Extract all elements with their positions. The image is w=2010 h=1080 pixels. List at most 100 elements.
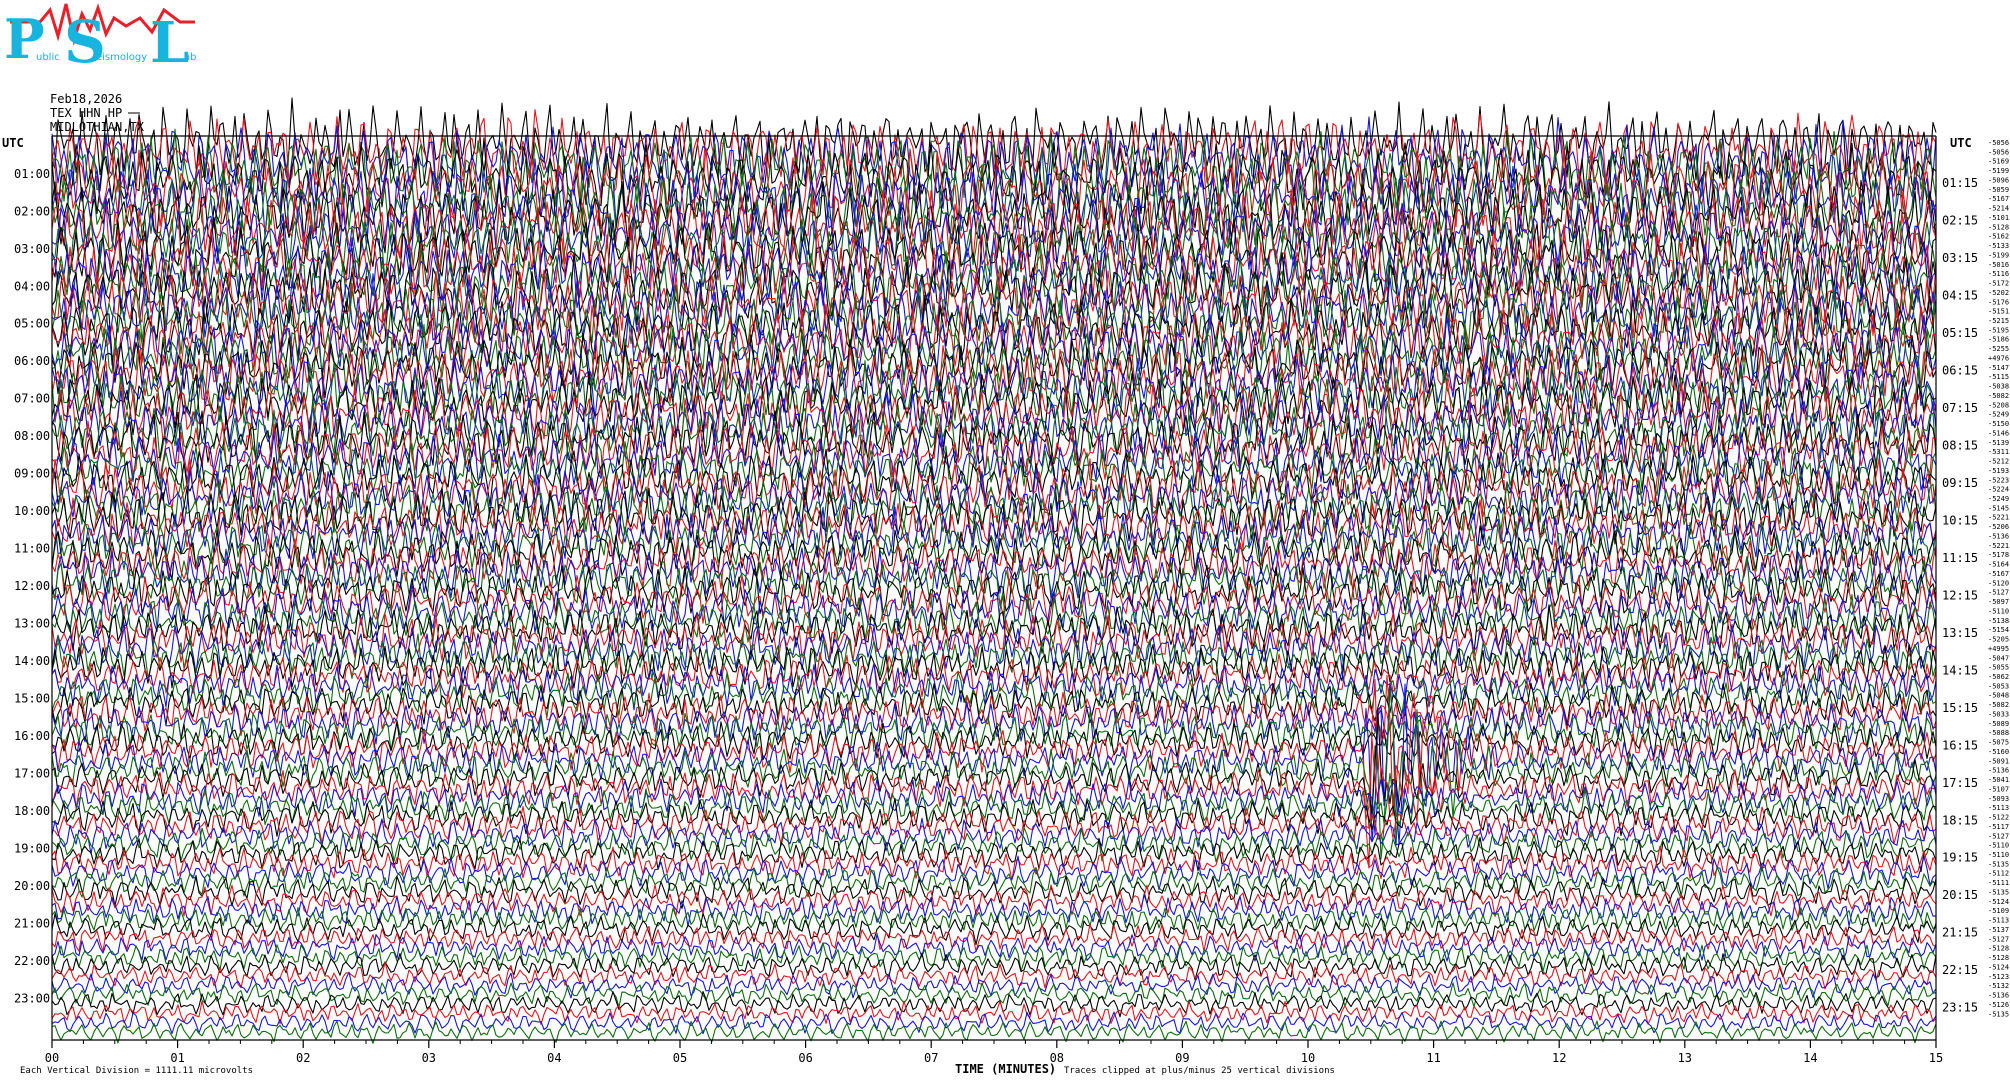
trace-offset-label: -5110	[1988, 607, 2009, 615]
right-hour-label: 19:15	[1942, 851, 1978, 865]
left-hour-label: 23:00	[14, 991, 50, 1005]
trace-line-87	[51, 942, 1937, 972]
trace-offset-label: -5056	[1988, 148, 2009, 156]
trace-line-94	[51, 1010, 1937, 1035]
trace-line-69	[51, 737, 1937, 823]
right-hour-label: 17:15	[1942, 776, 1978, 790]
trace-offset-label: -5089	[1988, 720, 2009, 728]
trace-line-64	[51, 721, 1937, 764]
right-hour-label: 04:15	[1942, 289, 1978, 303]
left-hour-label: 13:00	[14, 617, 50, 631]
right-hour-label: 23:15	[1942, 1001, 1978, 1015]
x-tick-label: 03	[422, 1051, 436, 1065]
trace-line-78	[51, 854, 1937, 891]
logo-letter-s: S	[64, 8, 106, 76]
trace-line-14	[51, 235, 1937, 313]
trace-offset-label: -5093	[1988, 795, 2009, 803]
trace-line-17	[51, 267, 1937, 339]
left-hour-label: 03:00	[14, 242, 50, 256]
logo-wave	[10, 3, 195, 46]
trace-line-89	[51, 961, 1937, 990]
trace-offset-label: -5137	[1988, 926, 2009, 934]
x-tick-label: 11	[1426, 1051, 1440, 1065]
trace-line-36	[51, 448, 1937, 512]
trace-offset-label: -5176	[1988, 298, 2009, 306]
right-hour-label: 15:15	[1942, 701, 1978, 715]
logo-word-ublic: ublic	[36, 52, 60, 63]
trace-offset-label: -5082	[1988, 392, 2009, 400]
trace-offset-label: -5221	[1988, 514, 2009, 522]
x-tick-label: 00	[45, 1051, 59, 1065]
trace-line-86	[51, 933, 1937, 962]
trace-offset-label: -5135	[1988, 1010, 2009, 1018]
trace-offset-label: -5048	[1988, 692, 2009, 700]
trace-offset-label: -5113	[1988, 917, 2009, 925]
trace-line-62	[51, 701, 1937, 745]
trace-offset-label: -5047	[1988, 654, 2009, 662]
trace-offset-label: -5249	[1988, 411, 2009, 419]
trace-offset-label: -5139	[1988, 439, 2009, 447]
trace-offset-label: -5145	[1988, 504, 2009, 512]
right-utc-label: UTC	[1950, 136, 1972, 150]
left-hour-label: 22:00	[14, 954, 50, 968]
trace-offset-label: -5162	[1988, 233, 2009, 241]
right-hour-label: 14:15	[1942, 663, 1978, 677]
trace-offset-label: -5128	[1988, 945, 2009, 953]
trace-line-73	[51, 806, 1937, 845]
trace-offset-label: -5111	[1988, 879, 2009, 887]
trace-line-32	[51, 410, 1937, 471]
trace-line-54	[51, 622, 1937, 674]
trace-line-88	[51, 952, 1937, 981]
right-hour-label: 11:15	[1942, 551, 1978, 565]
trace-offset-label: -5123	[1988, 973, 2009, 981]
left-hour-label: 04:00	[14, 279, 50, 293]
right-hour-labels: 01:15 02:15 03:15 04:15 05:15 06:15 07:15 08:15…	[1942, 176, 1978, 1014]
trace-offset-label: -5124	[1988, 963, 2009, 971]
trace-line-51	[51, 593, 1937, 647]
left-hour-label: 19:00	[14, 841, 50, 855]
trace-line-10	[51, 197, 1937, 273]
trace-line-20	[51, 294, 1937, 363]
trace-offset-label: -5186	[1988, 336, 2009, 344]
trace-line-82	[51, 893, 1937, 927]
right-hour-label: 12:15	[1942, 588, 1978, 602]
right-hour-label: 10:15	[1942, 513, 1978, 527]
trace-offset-label: -5138	[1988, 617, 2009, 625]
x-tick-label: 15	[1929, 1051, 1943, 1065]
trace-offset-label: -5128	[1988, 223, 2009, 231]
trace-line-91	[51, 982, 1937, 1008]
trace-line-31	[51, 400, 1937, 465]
trace-offset-label: -5110	[1988, 851, 2009, 859]
trace-offset-label: +4976	[1988, 354, 2009, 362]
right-hour-label: 22:15	[1942, 963, 1978, 977]
trace-line-77	[51, 845, 1937, 881]
trace-offset-label: -5117	[1988, 823, 2009, 831]
trace-offset-label: -5223	[1988, 476, 2009, 484]
x-tick-label: 08	[1050, 1051, 1064, 1065]
trace-offset-label: -5112	[1988, 870, 2009, 878]
trace-offset-label: -5255	[1988, 345, 2009, 353]
trace-offset-label: -5178	[1988, 551, 2009, 559]
left-hour-label: 06:00	[14, 354, 50, 368]
trace-offset-label: -5132	[1988, 982, 2009, 990]
right-hour-label: 20:15	[1942, 888, 1978, 902]
trace-offset-label: -5041	[1988, 776, 2009, 784]
trace-offset-label: -5172	[1988, 280, 2009, 288]
trace-offset-label: -5127	[1988, 832, 2009, 840]
trace-offset-labels: -5056-5056-5169-5199-5096-5059-5167-5214…	[1988, 139, 2009, 1018]
x-tick-label: 13	[1678, 1051, 1692, 1065]
trace-offset-label: -5126	[1988, 1001, 2009, 1009]
trace-line-23	[51, 322, 1937, 392]
left-hour-label: 11:00	[14, 542, 50, 556]
trace-line-29	[51, 380, 1937, 445]
right-hour-label: 16:15	[1942, 738, 1978, 752]
trace-offset-label: -5016	[1988, 261, 2009, 269]
right-hour-label: 08:15	[1942, 439, 1978, 453]
trace-line-26	[51, 352, 1937, 420]
trace-line-13	[51, 224, 1937, 304]
right-hour-label: 06:15	[1942, 364, 1978, 378]
right-hour-label: 13:15	[1942, 626, 1978, 640]
left-hour-label: 10:00	[14, 504, 50, 518]
trace-line-95	[51, 1020, 1937, 1044]
trace-offset-label: -5053	[1988, 682, 2009, 690]
